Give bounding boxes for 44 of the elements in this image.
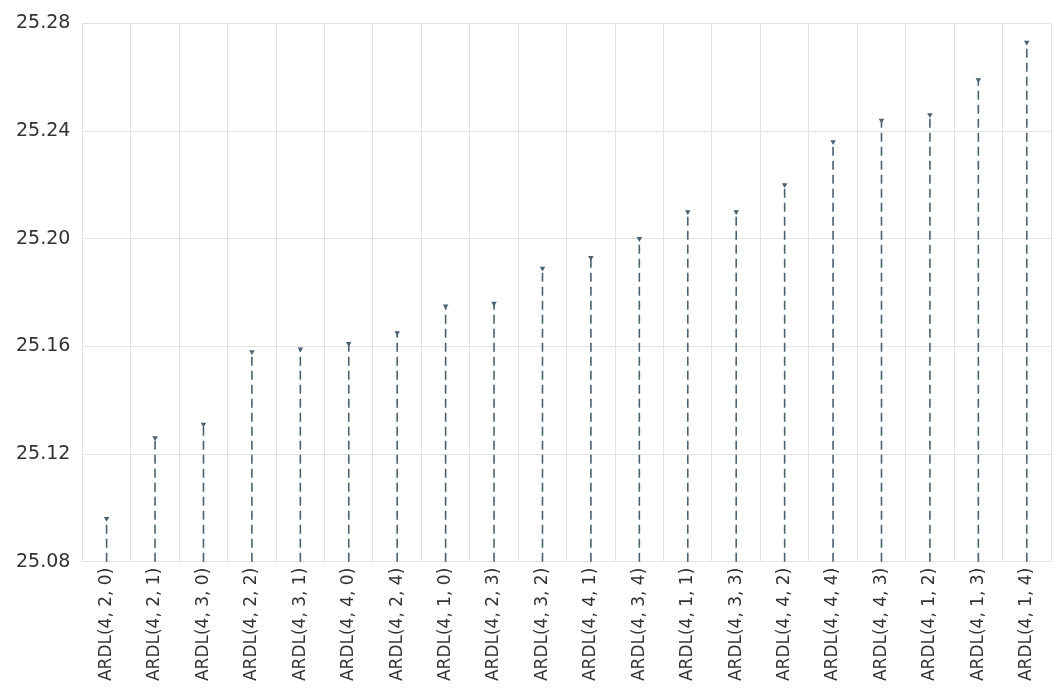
x-tick-label: ARDL(4, 3, 3) bbox=[724, 567, 745, 682]
x-tick-label: ARDL(4, 1, 0) bbox=[434, 567, 455, 682]
x-tick-label: ARDL(4, 3, 4) bbox=[627, 567, 648, 682]
x-tick-label: ARDL(4, 1, 4) bbox=[1015, 567, 1036, 682]
point bbox=[588, 255, 594, 261]
point bbox=[927, 113, 933, 119]
x-tick-label: ARDL(4, 3, 2) bbox=[530, 567, 551, 682]
y-tick-label: 25.24 bbox=[15, 117, 71, 140]
x-tick-label: ARDL(4, 1, 1) bbox=[676, 567, 697, 682]
x-tick-label: ARDL(4, 4, 2) bbox=[773, 567, 794, 682]
x-tick-label: ARDL(4, 2, 0) bbox=[95, 567, 116, 682]
point bbox=[394, 331, 400, 337]
y-tick-label: 25.16 bbox=[15, 333, 71, 356]
point bbox=[830, 140, 836, 146]
x-tick-label: ARDL(4, 4, 1) bbox=[579, 567, 600, 682]
point bbox=[539, 266, 546, 272]
point bbox=[249, 350, 255, 355]
point bbox=[878, 118, 885, 124]
x-tick-label: ARDL(4, 1, 3) bbox=[966, 567, 987, 682]
x-tick-label: ARDL(4, 4, 3) bbox=[869, 567, 890, 682]
y-tick-label: 25.20 bbox=[15, 225, 71, 248]
x-tick-label: ARDL(4, 4, 0) bbox=[337, 567, 358, 682]
x-tick-label: ARDL(4, 3, 0) bbox=[191, 567, 212, 682]
point bbox=[781, 183, 788, 189]
y-tick-label: 25.28 bbox=[15, 10, 71, 33]
x-tick-label: ARDL(4, 2, 4) bbox=[385, 567, 406, 682]
x-tick-label: ARDL(4, 1, 2) bbox=[918, 567, 939, 682]
point bbox=[442, 304, 449, 310]
point bbox=[733, 210, 739, 215]
x-tick-label: ARDL(4, 2, 2) bbox=[240, 567, 261, 682]
point bbox=[685, 210, 691, 215]
x-tick-label: ARDL(4, 2, 3) bbox=[482, 567, 503, 682]
point bbox=[345, 342, 352, 347]
y-tick-label: 25.12 bbox=[15, 440, 71, 463]
point bbox=[200, 422, 207, 428]
point bbox=[491, 301, 497, 307]
point bbox=[103, 517, 110, 522]
point bbox=[636, 237, 643, 242]
x-tick-label: ARDL(4, 2, 1) bbox=[143, 567, 164, 682]
y-tick-label: 25.08 bbox=[15, 548, 71, 571]
point bbox=[297, 347, 304, 353]
x-tick-label: ARDL(4, 3, 1) bbox=[288, 567, 309, 682]
x-tick-label: ARDL(4, 4, 4) bbox=[821, 567, 842, 682]
point bbox=[152, 436, 158, 442]
